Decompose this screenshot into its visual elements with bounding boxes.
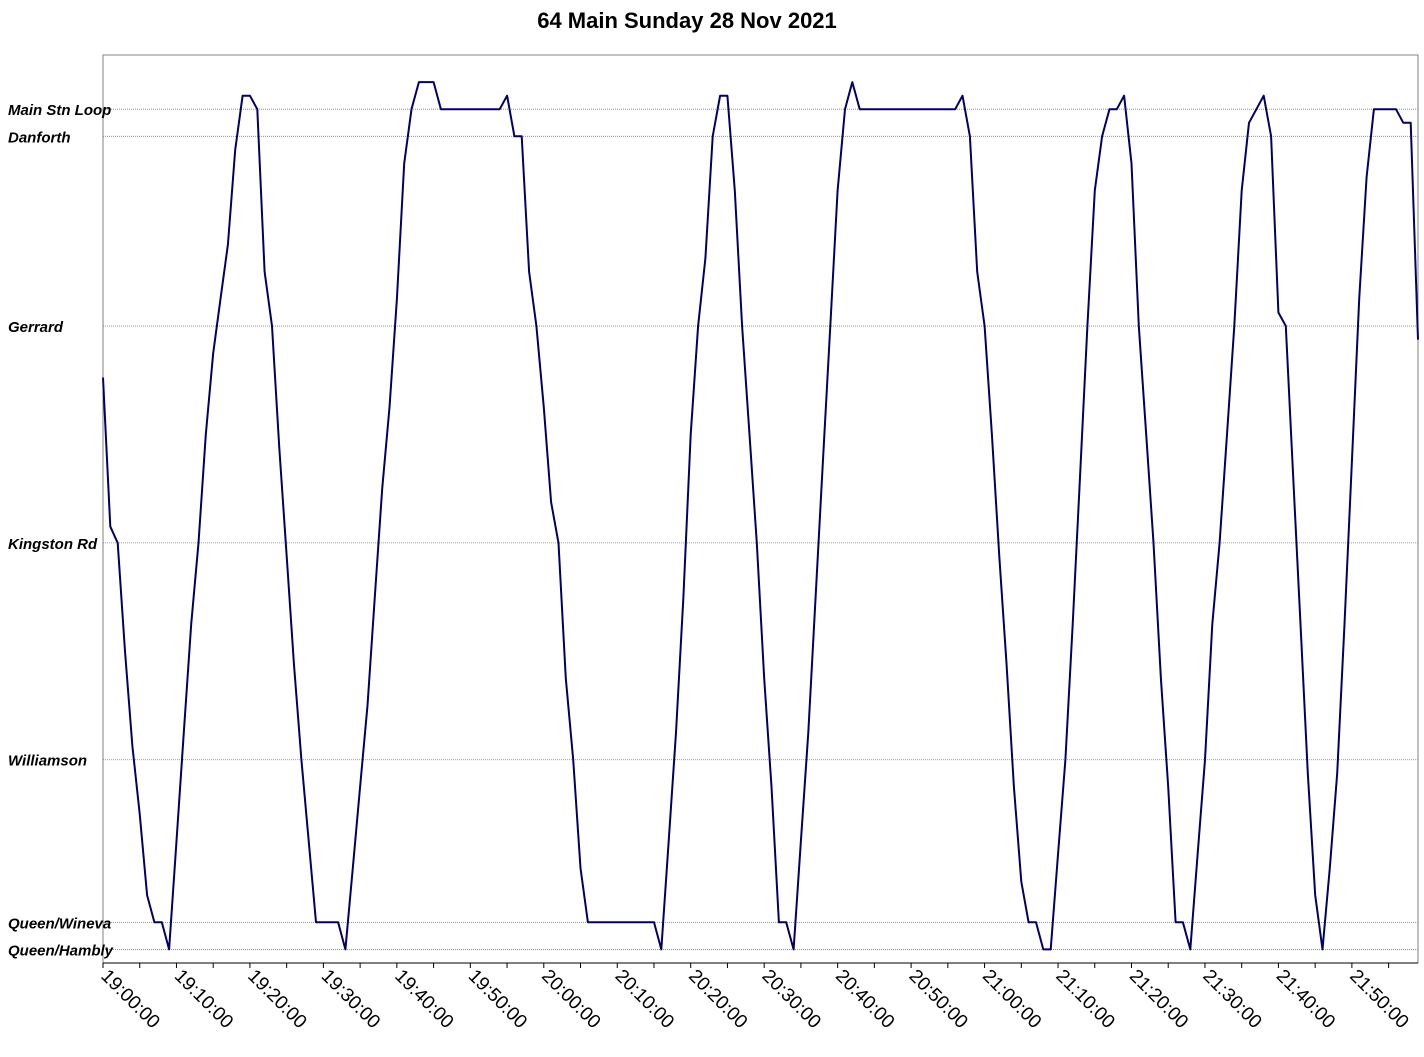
x-tick-labels: 19:00:00 19:10:00 19:20:00 19:30:00 19:40:00… <box>96 966 1412 1033</box>
x-tick-label: 20:40:00 <box>831 966 898 1033</box>
stop-label-queen-hambly: Queen/Hambly <box>8 942 114 959</box>
series-group <box>102 81 1419 951</box>
x-tick-label: 21:40:00 <box>1272 966 1339 1033</box>
x-tick-label: 21:10:00 <box>1051 966 1118 1033</box>
x-tick-label: 21:50:00 <box>1345 966 1412 1033</box>
x-tick-label: 20:50:00 <box>905 966 972 1033</box>
x-tick-label: 19:20:00 <box>243 966 310 1033</box>
x-tick-label: 21:30:00 <box>1198 966 1265 1033</box>
stop-label-gerrard: Gerrard <box>8 319 64 336</box>
stop-labels: Main Stn Loop Danforth Gerrard Kingston Rd W… <box>8 102 114 959</box>
x-tick-label: 19:10:00 <box>170 966 237 1033</box>
stop-label-danforth: Danforth <box>8 129 71 146</box>
x-tick-label: 20:00:00 <box>537 966 604 1033</box>
chart-title: 64 Main Sunday 28 Nov 2021 <box>537 8 837 33</box>
plot-area <box>102 54 1419 964</box>
stop-label-main-stn-loop: Main Stn Loop <box>8 102 111 119</box>
series-line-0 <box>102 81 1419 951</box>
x-tick-label: 21:00:00 <box>978 966 1045 1033</box>
stop-label-kingston-rd: Kingston Rd <box>8 536 98 553</box>
x-tick-label: 19:00:00 <box>96 966 163 1033</box>
stop-label-queen-wineva: Queen/Wineva <box>8 915 111 932</box>
x-tick-label: 20:30:00 <box>758 966 825 1033</box>
x-tick-label: 20:20:00 <box>684 966 751 1033</box>
x-tick-label: 20:10:00 <box>611 966 678 1033</box>
stop-label-williamson: Williamson <box>8 753 87 770</box>
x-tick-label: 19:50:00 <box>464 966 531 1033</box>
x-tick-label: 19:30:00 <box>317 966 384 1033</box>
x-ticks <box>102 963 1390 968</box>
x-tick-label: 19:40:00 <box>390 966 457 1033</box>
x-tick-label: 21:20:00 <box>1125 966 1192 1033</box>
